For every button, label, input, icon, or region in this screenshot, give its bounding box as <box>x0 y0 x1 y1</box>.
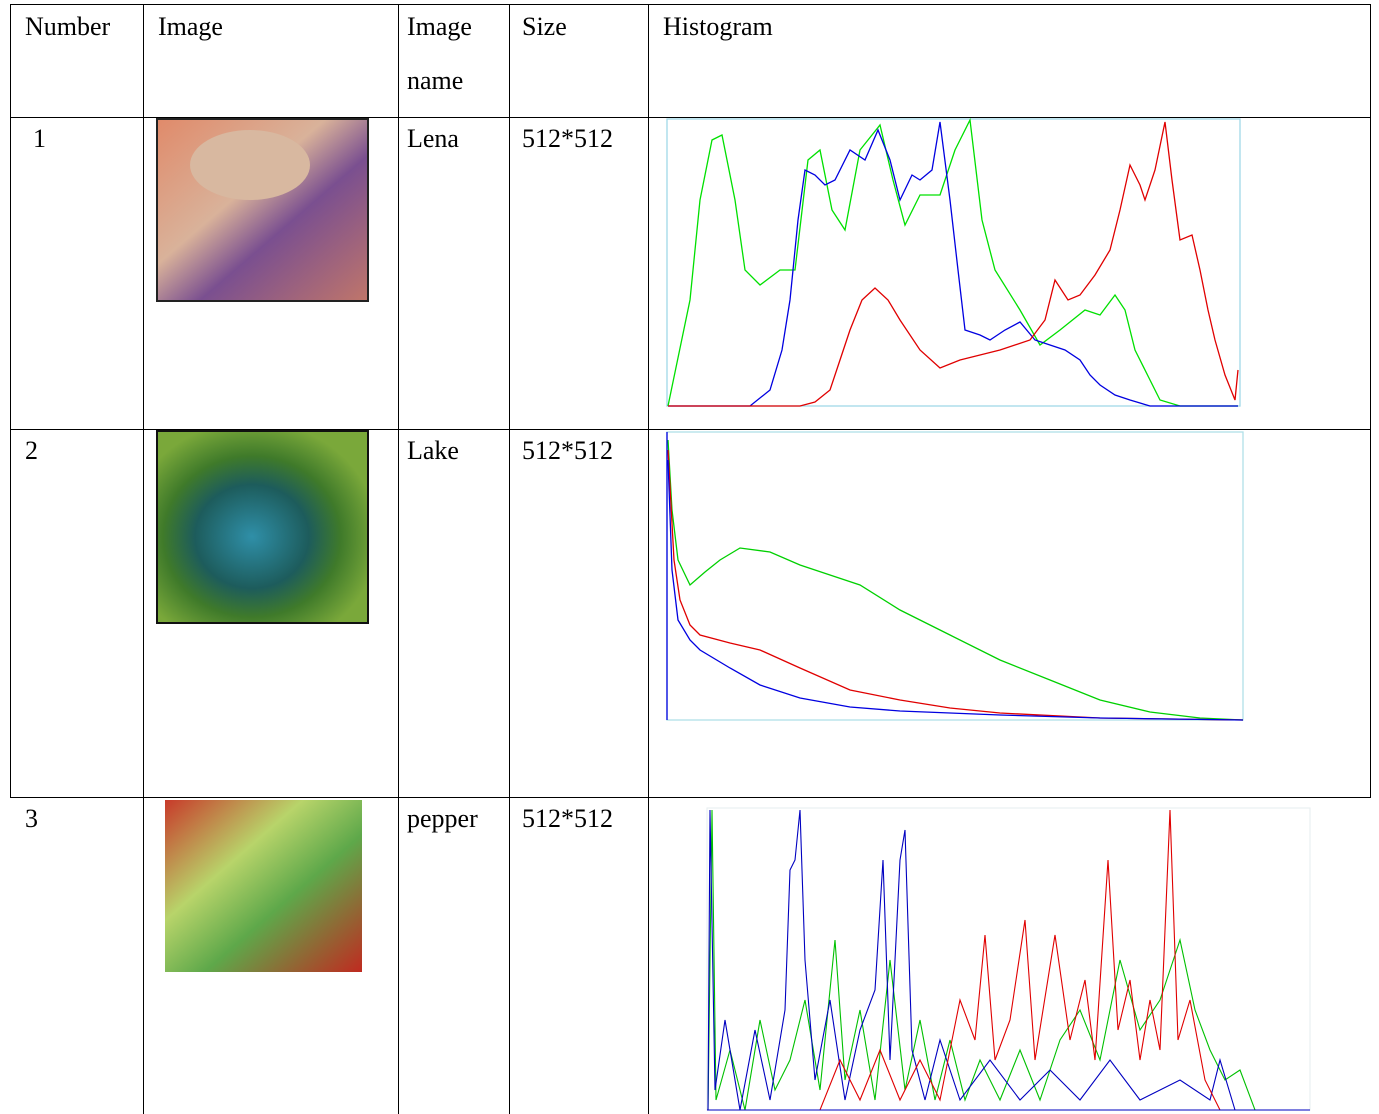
figures <box>0 0 1379 1114</box>
histogram-lake <box>667 432 1243 720</box>
image-pepper <box>165 800 362 972</box>
page: Number Image Image name Size Histogram 1… <box>0 0 1379 1114</box>
image-lake <box>157 431 368 623</box>
image-detail <box>190 130 310 200</box>
histogram-pepper <box>707 808 1310 1110</box>
histogram-lena <box>667 119 1240 406</box>
